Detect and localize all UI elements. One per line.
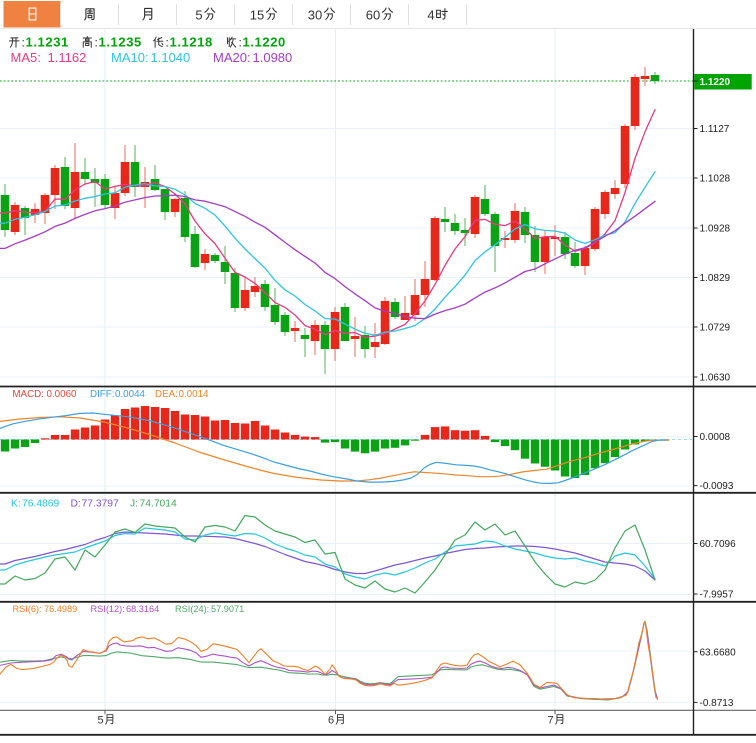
svg-text:15: 15 (250, 8, 264, 23)
svg-text:77.3797: 77.3797 (82, 499, 119, 510)
svg-text:RSI(6):: RSI(6): (13, 604, 42, 614)
svg-text:MA5:: MA5: (11, 50, 41, 65)
svg-text::: : (95, 36, 98, 50)
svg-text:60: 60 (366, 8, 380, 23)
svg-text:76.4989: 76.4989 (44, 604, 77, 614)
svg-text:D:: D: (71, 499, 81, 510)
svg-text:1.1040: 1.1040 (151, 50, 191, 65)
svg-text:1.0729: 1.0729 (700, 323, 731, 334)
svg-text:0.0060: 0.0060 (47, 389, 78, 400)
svg-text:J:: J: (130, 499, 138, 510)
svg-text:DEA:: DEA: (155, 389, 178, 400)
svg-text:5: 5 (195, 8, 202, 23)
svg-text:60.7096: 60.7096 (700, 539, 737, 550)
svg-text:76.4869: 76.4869 (22, 499, 59, 510)
svg-text:-0.8713: -0.8713 (700, 698, 734, 709)
svg-text:1.0980: 1.0980 (253, 50, 293, 65)
svg-text:RSI(12):: RSI(12): (91, 604, 125, 614)
svg-text:5: 5 (98, 715, 104, 727)
svg-text:DIFF:: DIFF: (90, 389, 115, 400)
svg-text:RSI(24):: RSI(24): (175, 604, 209, 614)
svg-text:K:: K: (11, 499, 21, 510)
svg-text:-0.0093: -0.0093 (700, 481, 734, 492)
svg-text::: : (239, 36, 242, 50)
svg-text:0.0044: 0.0044 (115, 389, 146, 400)
svg-text:0.0008: 0.0008 (700, 432, 731, 443)
svg-text:MA10:: MA10: (111, 50, 149, 65)
svg-text:1.1231: 1.1231 (26, 35, 69, 50)
svg-text::: : (22, 36, 25, 50)
svg-text:0.0014: 0.0014 (179, 389, 210, 400)
svg-text::: : (166, 36, 169, 50)
svg-text:1.1162: 1.1162 (48, 50, 87, 65)
svg-text:1.1028: 1.1028 (700, 174, 731, 185)
svg-text:74.7014: 74.7014 (140, 499, 177, 510)
svg-text:1.1220: 1.1220 (700, 77, 731, 88)
svg-text:57.9071: 57.9071 (211, 604, 244, 614)
svg-text:1.0829: 1.0829 (700, 273, 731, 284)
svg-text:4: 4 (427, 8, 434, 23)
svg-text:1.1218: 1.1218 (170, 35, 213, 50)
svg-text:68.3164: 68.3164 (126, 604, 159, 614)
svg-text:7: 7 (548, 715, 554, 727)
svg-text:1.1220: 1.1220 (243, 35, 286, 50)
svg-text:30: 30 (308, 8, 322, 23)
svg-text:-7.9957: -7.9957 (700, 590, 734, 601)
svg-text:MA20:: MA20: (213, 50, 251, 65)
svg-text:1.0928: 1.0928 (700, 224, 731, 235)
svg-text:1.0630: 1.0630 (700, 373, 731, 384)
svg-text:63.6680: 63.6680 (700, 647, 737, 658)
svg-text:MACD:: MACD: (12, 389, 44, 400)
svg-text:6: 6 (328, 715, 334, 727)
svg-text:1.1235: 1.1235 (99, 35, 142, 50)
svg-text:1.1127: 1.1127 (700, 124, 730, 135)
